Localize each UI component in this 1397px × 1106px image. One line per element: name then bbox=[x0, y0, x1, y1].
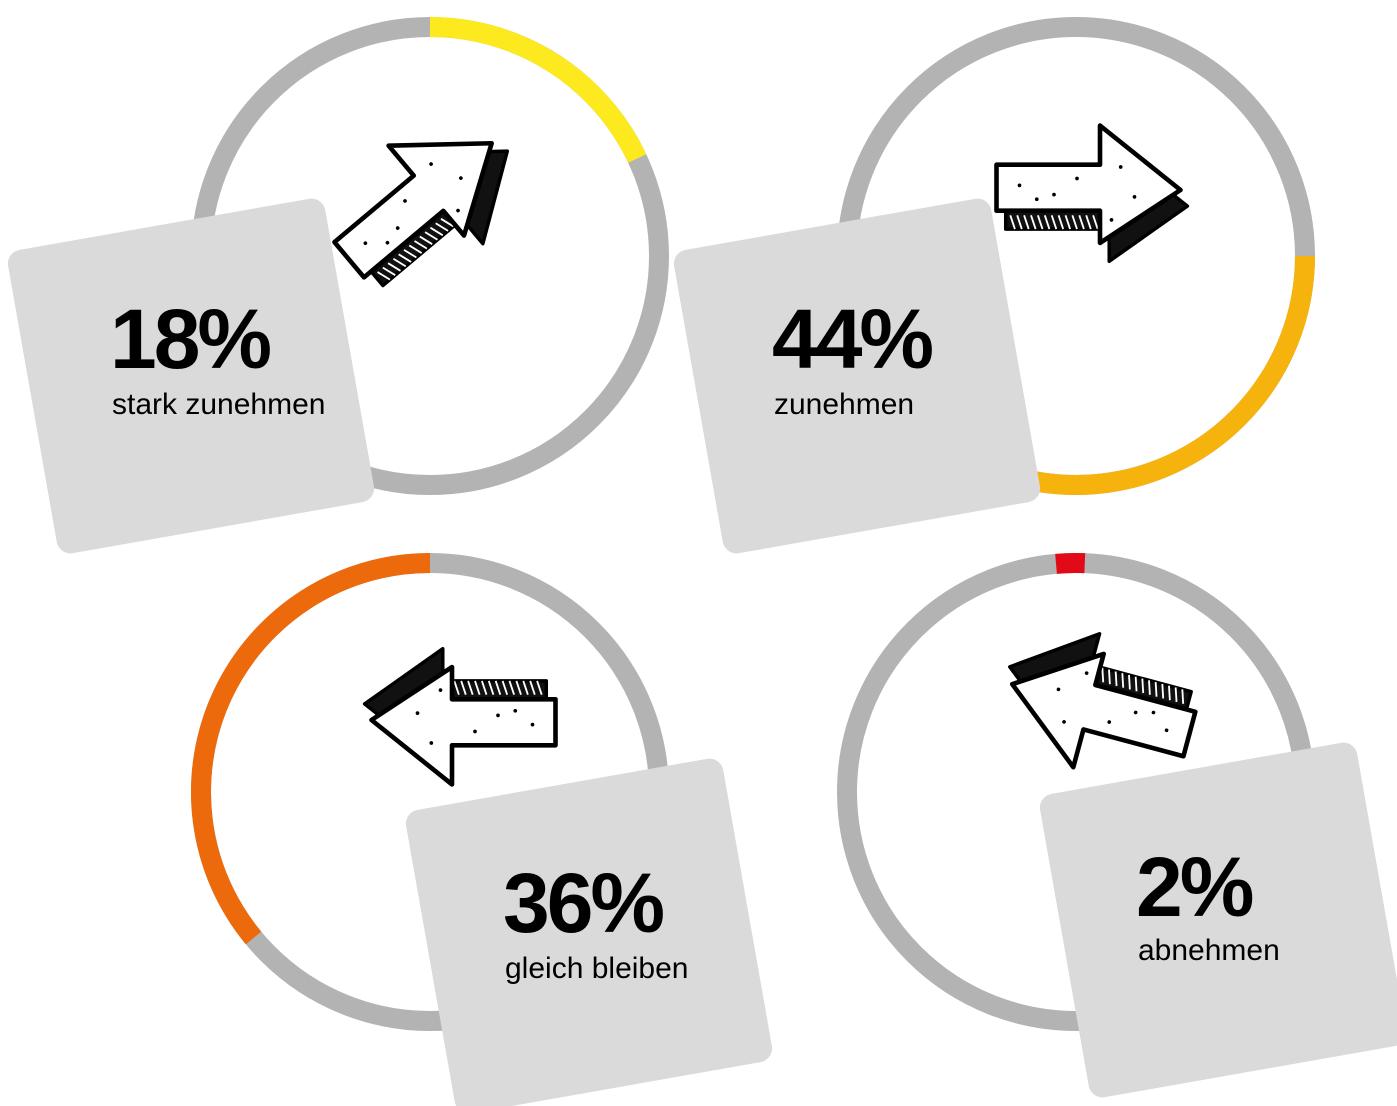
donut-value-arc bbox=[191, 553, 431, 945]
donut-chart-1: 18%stark zunehmen bbox=[7, 17, 669, 554]
donut-chart-2: 44%zunehmen bbox=[673, 17, 1315, 554]
percentage-value: 44% bbox=[772, 292, 932, 386]
donut-value-arc bbox=[429, 17, 647, 163]
category-label: stark zunehmen bbox=[112, 388, 325, 421]
percentage-value: 18% bbox=[110, 292, 270, 386]
label-card bbox=[405, 758, 773, 1106]
label-card bbox=[7, 198, 375, 554]
category-label: zunehmen bbox=[774, 388, 914, 421]
arrow-left-icon bbox=[362, 646, 558, 787]
percentage-value: 2% bbox=[1136, 840, 1253, 934]
category-label: gleich bleiben bbox=[505, 952, 688, 985]
donut-chart-3: 36%gleich bleiben bbox=[191, 553, 773, 1106]
donut-value-arc bbox=[1055, 553, 1086, 574]
percentage-value: 36% bbox=[503, 856, 663, 950]
arrow-up-right-icon bbox=[332, 140, 510, 288]
label-card bbox=[673, 198, 1041, 554]
label-card bbox=[1039, 742, 1397, 1098]
donut-chart-4: 2%abnehmen bbox=[837, 553, 1397, 1098]
arrow-right-icon bbox=[994, 123, 1190, 264]
arrow-left-down-icon bbox=[1008, 632, 1198, 770]
category-label: abnehmen bbox=[1138, 934, 1280, 967]
